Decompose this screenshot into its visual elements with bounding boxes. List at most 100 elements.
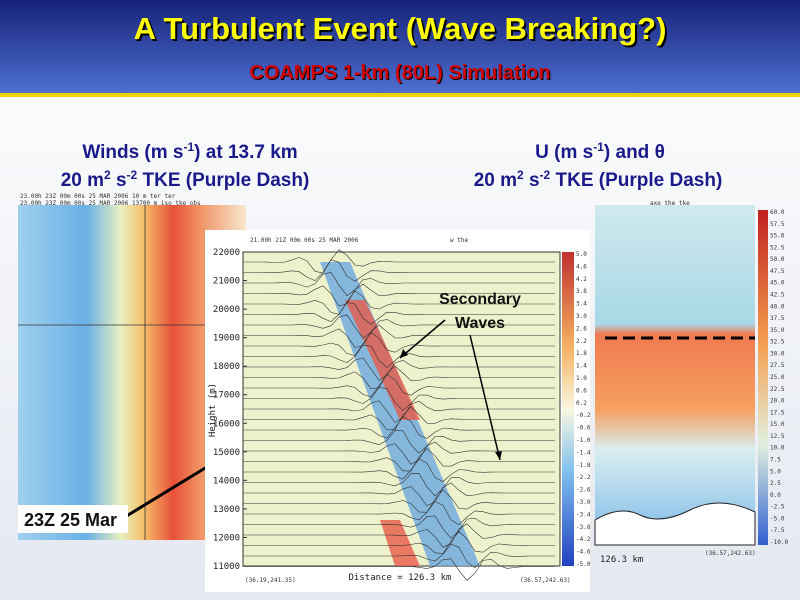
colorbar-label: -2.6 bbox=[576, 487, 591, 494]
contour bbox=[243, 365, 555, 390]
panel-fields: w the bbox=[450, 237, 468, 244]
colorbar-label: 4.2 bbox=[576, 276, 587, 283]
contour bbox=[243, 344, 555, 368]
colorbar-label: 2.5 bbox=[770, 480, 781, 487]
colorbar-label: 37.5 bbox=[770, 315, 785, 322]
colorbar-label: 40.0 bbox=[770, 303, 785, 310]
colorbar-label: 42.5 bbox=[770, 292, 785, 299]
colorbar-label: 27.5 bbox=[770, 362, 785, 369]
colorbar-label: 5.0 bbox=[770, 468, 781, 475]
contour bbox=[243, 473, 555, 497]
arrow bbox=[399, 319, 446, 359]
contour bbox=[243, 515, 555, 539]
colorbar-label: -0.2 bbox=[576, 412, 591, 419]
contour bbox=[243, 332, 555, 357]
contour bbox=[243, 458, 555, 482]
colorbar-label: -0.6 bbox=[576, 425, 591, 432]
y-axis-label: Height (m) bbox=[208, 383, 218, 437]
caption-part: U (m s bbox=[535, 142, 593, 163]
contour bbox=[243, 482, 555, 507]
y-tick-label: 21000 bbox=[213, 277, 240, 287]
colorbar-label: -2.2 bbox=[576, 474, 591, 481]
colorbar-label: 60.0 bbox=[770, 209, 785, 216]
colorbar-label: 25.0 bbox=[770, 374, 785, 381]
contour bbox=[243, 489, 555, 513]
caption-part: 20 m bbox=[61, 170, 104, 191]
contour bbox=[243, 283, 555, 307]
contour bbox=[243, 531, 555, 554]
colorbar-label: 32.5 bbox=[770, 339, 785, 346]
panel-header: 21.00h 21Z 00m 00s 25 MAR 2006 bbox=[250, 237, 359, 244]
x-axis-label: Distance = 126.3 km bbox=[349, 573, 452, 583]
corner-label: (36.19,241.35) bbox=[245, 577, 296, 584]
contour bbox=[243, 290, 555, 315]
terrain bbox=[594, 502, 756, 546]
colorbar-label: 22.5 bbox=[770, 386, 785, 393]
title-shadow: A Turbulent Event (Wave Breaking?) bbox=[136, 13, 669, 48]
subtitle: COAMPS 1-km (80L) Simulation bbox=[249, 62, 550, 84]
contour bbox=[243, 430, 555, 454]
colorbar-label: 47.5 bbox=[770, 268, 785, 275]
colorbar-label: -1.8 bbox=[576, 462, 591, 469]
y-tick-label: 14000 bbox=[213, 476, 240, 486]
arrow bbox=[469, 334, 501, 461]
annotation: Secondary bbox=[439, 291, 521, 308]
colorbar-label: -4.6 bbox=[576, 549, 591, 556]
colorbar-label: 3.8 bbox=[576, 288, 587, 295]
y-tick-label: 22000 bbox=[213, 248, 240, 258]
caption-part: ) at 13.7 km bbox=[194, 142, 298, 163]
colorbar-label: 45.0 bbox=[770, 280, 785, 287]
contour bbox=[243, 374, 555, 398]
y-tick-label: 13000 bbox=[213, 505, 240, 515]
colorbar-label: 0.0 bbox=[770, 492, 781, 499]
arrow-head bbox=[495, 451, 502, 460]
superscript: -2 bbox=[540, 168, 551, 182]
map-header: 23.00h 23Z 00m 00s 25 MAR 2006 10 m ter … bbox=[20, 193, 176, 200]
contour bbox=[243, 314, 555, 339]
colorbar-label: 1.8 bbox=[576, 350, 587, 357]
colorbar-label: 35.0 bbox=[770, 327, 785, 334]
contour bbox=[243, 416, 555, 439]
colorbar-label: 12.5 bbox=[770, 433, 785, 440]
caption-part: 20 m bbox=[474, 170, 517, 191]
colorbar-label: 0.2 bbox=[576, 400, 587, 407]
colorbar-label: 57.5 bbox=[770, 221, 785, 228]
contour bbox=[243, 249, 555, 274]
distance-label: 126.3 km bbox=[600, 555, 643, 565]
caption-part: Winds (m s bbox=[82, 142, 183, 163]
colorbar-label: -5.0 bbox=[770, 515, 785, 522]
colorbar-label: -2.5 bbox=[770, 504, 785, 511]
map-label-box bbox=[18, 505, 128, 533]
contour bbox=[243, 400, 555, 423]
colorbar-label: -3.8 bbox=[576, 524, 591, 531]
superscript: 2 bbox=[104, 168, 111, 182]
colorbar-label: 17.5 bbox=[770, 409, 785, 416]
colorbar-label: 3.0 bbox=[576, 313, 587, 320]
colorbar-labels: 5.0 4.6 4.2 3.8 3.4 3.0 2.6 2.2 1.8 1.4 1.0 0.6 0.2 -… bbox=[576, 251, 591, 568]
colorbar-label: 15.0 bbox=[770, 421, 785, 428]
map-header: 23.00h 23Z 00m 00s 25 MAR 2006 13700 m i… bbox=[20, 200, 201, 207]
colorbar-label: 20.0 bbox=[770, 398, 785, 405]
caption-part: TKE (Purple Dash) bbox=[137, 170, 309, 191]
colorbar-label: -4.2 bbox=[576, 536, 591, 543]
superscript: -1 bbox=[184, 140, 195, 154]
colorbar-label: -1.0 bbox=[576, 437, 591, 444]
colorbar-label: 30.0 bbox=[770, 350, 785, 357]
arrow-head bbox=[400, 349, 408, 358]
colorbar-label: 1.0 bbox=[576, 375, 587, 382]
colorbar-label: -7.5 bbox=[770, 527, 785, 534]
contour bbox=[243, 301, 555, 325]
colorbar-label: 2.2 bbox=[576, 338, 587, 345]
corner-label: (36.57,242.63) bbox=[520, 577, 571, 584]
colorbar-label: 4.6 bbox=[576, 263, 587, 270]
superscript: -1 bbox=[593, 140, 604, 154]
colorbar-label: 50.0 bbox=[770, 256, 785, 263]
y-tick-label: 11000 bbox=[213, 562, 240, 572]
colorbar-label: 52.5 bbox=[770, 244, 785, 251]
caption-part: s bbox=[524, 170, 540, 191]
colorbar-label: 5.0 bbox=[576, 251, 587, 258]
colorbar-labels: 60.0 57.5 55.0 52.5 50.0 47.5 45.0 42.5 40.0 37.5… bbox=[770, 209, 788, 546]
